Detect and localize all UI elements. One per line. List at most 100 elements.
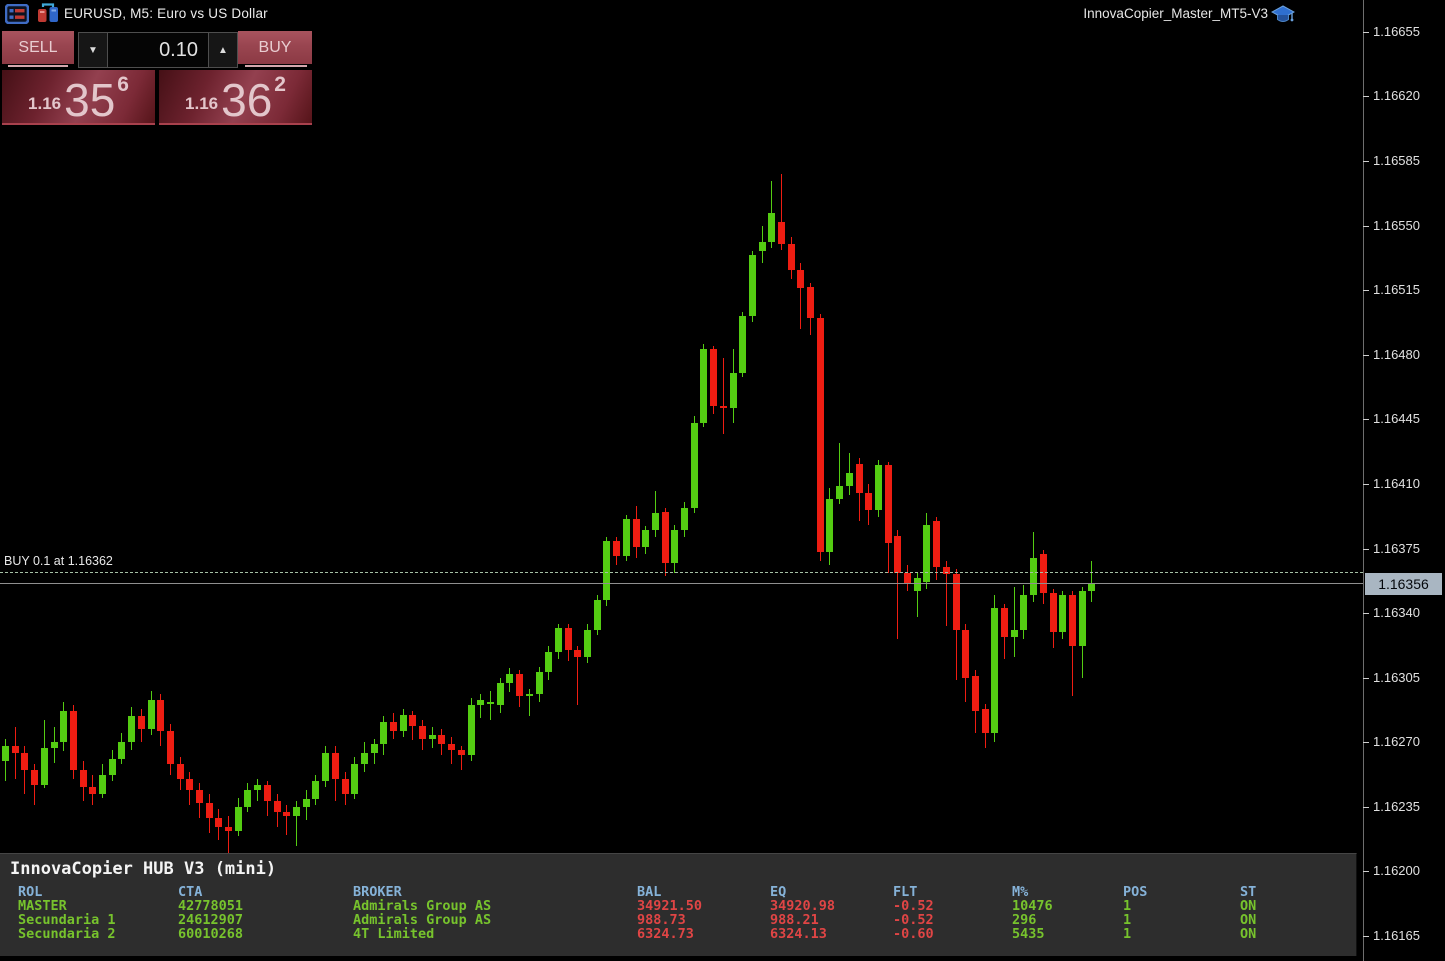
volume-input[interactable]: 0.10 (108, 32, 208, 68)
buy-price-digits: 36 (221, 74, 273, 126)
buy-button[interactable]: BUY (238, 31, 312, 64)
candle-body (1011, 630, 1018, 637)
candle-body (254, 785, 261, 790)
candle-body (31, 770, 38, 785)
candle-wick (15, 727, 16, 779)
candle-body (526, 694, 533, 696)
candle-body (215, 818, 222, 827)
candle-body (894, 536, 901, 573)
candle-body (477, 700, 484, 705)
sell-button-label: SELL (18, 38, 58, 56)
candle-body (982, 709, 989, 733)
candle-wick (946, 561, 947, 626)
sell-price-prefix: 1.16 (28, 94, 62, 113)
sell-price-display[interactable]: 1.16 35 6 (2, 70, 155, 125)
candle-body (99, 775, 106, 794)
axis-tick-mark (1363, 355, 1369, 356)
hub-cell: 10476 (1012, 898, 1053, 914)
candle-body (235, 807, 242, 831)
hub-cell: 296 (1012, 912, 1037, 928)
candle-wick (1091, 561, 1092, 602)
axis-tick-mark (1363, 807, 1369, 808)
candle-body (196, 790, 203, 803)
candle-body (148, 700, 155, 729)
hub-col-eq: EQ 34920.98 988.21 6324.13 (770, 885, 835, 941)
candle-body (865, 493, 872, 510)
sell-button[interactable]: SELL (2, 31, 74, 64)
candle-body (574, 650, 581, 657)
candle-body (613, 541, 620, 556)
candle-body (768, 213, 775, 242)
expert-advisor-cap-icon[interactable] (1271, 4, 1295, 25)
hub-col-st: ST ON ON ON (1240, 885, 1256, 941)
buy-button-label: BUY (258, 38, 292, 56)
candle-body (186, 779, 193, 790)
axis-tick-label: 1.16200 (1373, 863, 1420, 878)
candle-body (41, 748, 48, 785)
candle-wick (529, 689, 530, 716)
candle-body (826, 499, 833, 552)
hub-cell: Secundaria 2 (18, 926, 116, 942)
candle-wick (897, 530, 898, 639)
axis-tick-label: 1.16585 (1373, 153, 1420, 168)
candle-body (312, 781, 319, 799)
hub-cell: 1 (1123, 898, 1132, 914)
axis-tick-label: 1.16445 (1373, 411, 1420, 426)
candle-body (303, 799, 310, 807)
candle-body (128, 716, 135, 742)
candle-body (662, 512, 669, 563)
chart-title-bar: EURUSD, M5: Euro vs US Dollar InnovaCopi… (0, 0, 1363, 28)
hub-cell: 1 (1123, 912, 1132, 928)
axis-tick-mark (1363, 742, 1369, 743)
candle-body (167, 731, 174, 764)
hub-column-header: POS (1123, 884, 1148, 900)
candle-body (12, 746, 19, 753)
candle-body (468, 705, 475, 755)
candle-body (904, 573, 911, 584)
candle-body (448, 744, 455, 750)
candle-body (438, 735, 445, 744)
candle-body (1001, 608, 1008, 637)
candle-wick (480, 694, 481, 718)
candle-body (914, 578, 921, 591)
volume-increase-button[interactable]: ▲ (208, 32, 238, 68)
candle-body (710, 349, 717, 406)
candle-body (788, 244, 795, 270)
hub-cell: 34921.50 (637, 898, 703, 914)
axis-tick-mark (1363, 936, 1369, 937)
axis-tick-label: 1.16235 (1373, 799, 1420, 814)
candle-body (2, 746, 9, 761)
hub-col-flt: FLT -0.52 -0.52 -0.60 (893, 885, 934, 941)
axis-tick-mark (1363, 613, 1369, 614)
hub-column-header: BAL (637, 884, 662, 900)
hub-cell: -0.52 (893, 912, 934, 928)
candle-body (652, 513, 659, 530)
candle-body (759, 242, 766, 251)
candle-wick (451, 737, 452, 764)
candle-body (70, 711, 77, 770)
buy-price-point: 2 (274, 73, 286, 96)
candle-wick (577, 646, 578, 705)
candle-body (380, 722, 387, 744)
candle-body (739, 316, 746, 373)
buy-underline (245, 65, 307, 67)
axis-tick-label: 1.16515 (1373, 282, 1420, 297)
candle-wick (257, 779, 258, 801)
volume-decrease-button[interactable]: ▼ (78, 32, 108, 68)
candle-body (1088, 584, 1095, 591)
candle-body (836, 486, 843, 499)
buy-price-display[interactable]: 1.16 36 2 (159, 70, 312, 125)
candle-body (671, 530, 678, 563)
market-depth-icon[interactable] (36, 3, 60, 24)
hub-cell: 60010268 (178, 926, 244, 942)
hub-col-bal: BAL 34921.50 988.73 6324.73 (637, 885, 702, 941)
axis-tick-mark (1363, 226, 1369, 227)
candle-body (109, 759, 116, 775)
candle-body (274, 801, 281, 812)
candle-body (691, 423, 698, 508)
buy-order-label: BUY 0.1 at 1.16362 (4, 554, 113, 568)
axis-tick-label: 1.16340 (1373, 605, 1420, 620)
quotes-list-icon[interactable] (5, 4, 29, 24)
candle-body (885, 465, 892, 543)
candle-body (749, 255, 756, 316)
